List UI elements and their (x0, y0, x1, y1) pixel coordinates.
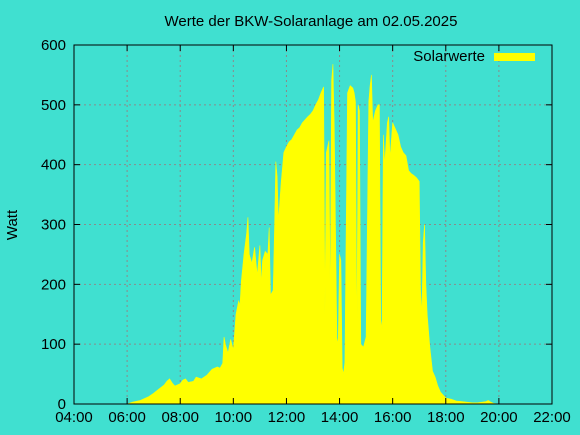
y-tick-label: 300 (41, 217, 66, 234)
y-tick-label: 400 (41, 157, 66, 174)
y-tick-label: 200 (41, 276, 66, 293)
x-tick-label: 16:00 (374, 409, 412, 426)
series-area (127, 64, 499, 405)
x-tick-label: 22:00 (533, 409, 571, 426)
x-tick-label: 18:00 (427, 409, 465, 426)
y-tick-label: 100 (41, 336, 66, 353)
x-tick-label: 20:00 (480, 409, 518, 426)
y-tick-label: 0 (58, 396, 66, 413)
y-tick-labels: 0 100 200 300 400 500 600 (41, 37, 66, 413)
x-tick-label: 14:00 (321, 409, 359, 426)
x-tick-label: 06:00 (108, 409, 146, 426)
x-tick-labels: 04:00 06:00 08:00 10:00 12:00 14:00 16:00 18:00… (55, 409, 571, 426)
legend-label: Solarwerte (413, 48, 485, 65)
y-tick-label: 600 (41, 37, 66, 54)
y-tick-label: 500 (41, 97, 66, 114)
x-tick-label: 12:00 (268, 409, 306, 426)
legend: Solarwerte (413, 48, 535, 65)
y-axis-label: Watt (4, 209, 21, 240)
chart-title: Werte der BKW-Solaranlage am 02.05.2025 (165, 13, 458, 30)
x-tick-label: 08:00 (161, 409, 199, 426)
axes (73, 44, 553, 405)
x-tick-label: 10:00 (215, 409, 253, 426)
x-tick-label: 04:00 (55, 409, 93, 426)
legend-swatch (494, 53, 535, 61)
series-solarwerte (127, 64, 499, 405)
